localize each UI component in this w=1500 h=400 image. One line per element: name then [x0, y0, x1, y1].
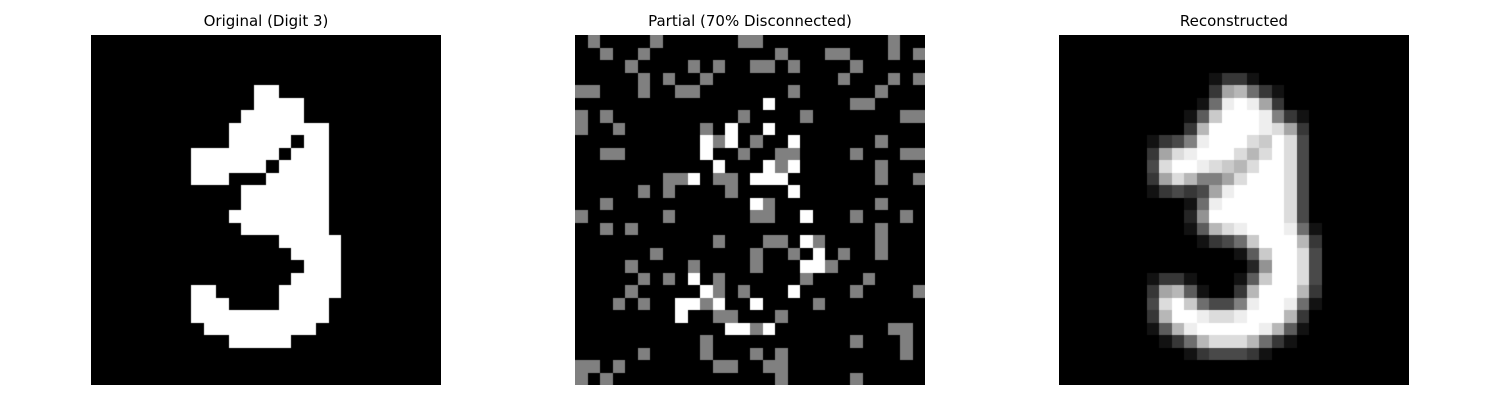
- partial-title: Partial (70% Disconnected): [648, 12, 852, 30]
- reconstructed-panel: Reconstructed: [1059, 0, 1409, 400]
- reconstructed-image: [1059, 35, 1409, 385]
- original-title: Original (Digit 3): [203, 12, 329, 30]
- original-panel: Original (Digit 3): [91, 0, 441, 400]
- reconstructed-title: Reconstructed: [1179, 12, 1289, 30]
- original-image: [91, 35, 441, 385]
- partial-panel: Partial (70% Disconnected): [575, 0, 925, 400]
- partial-image: [575, 35, 925, 385]
